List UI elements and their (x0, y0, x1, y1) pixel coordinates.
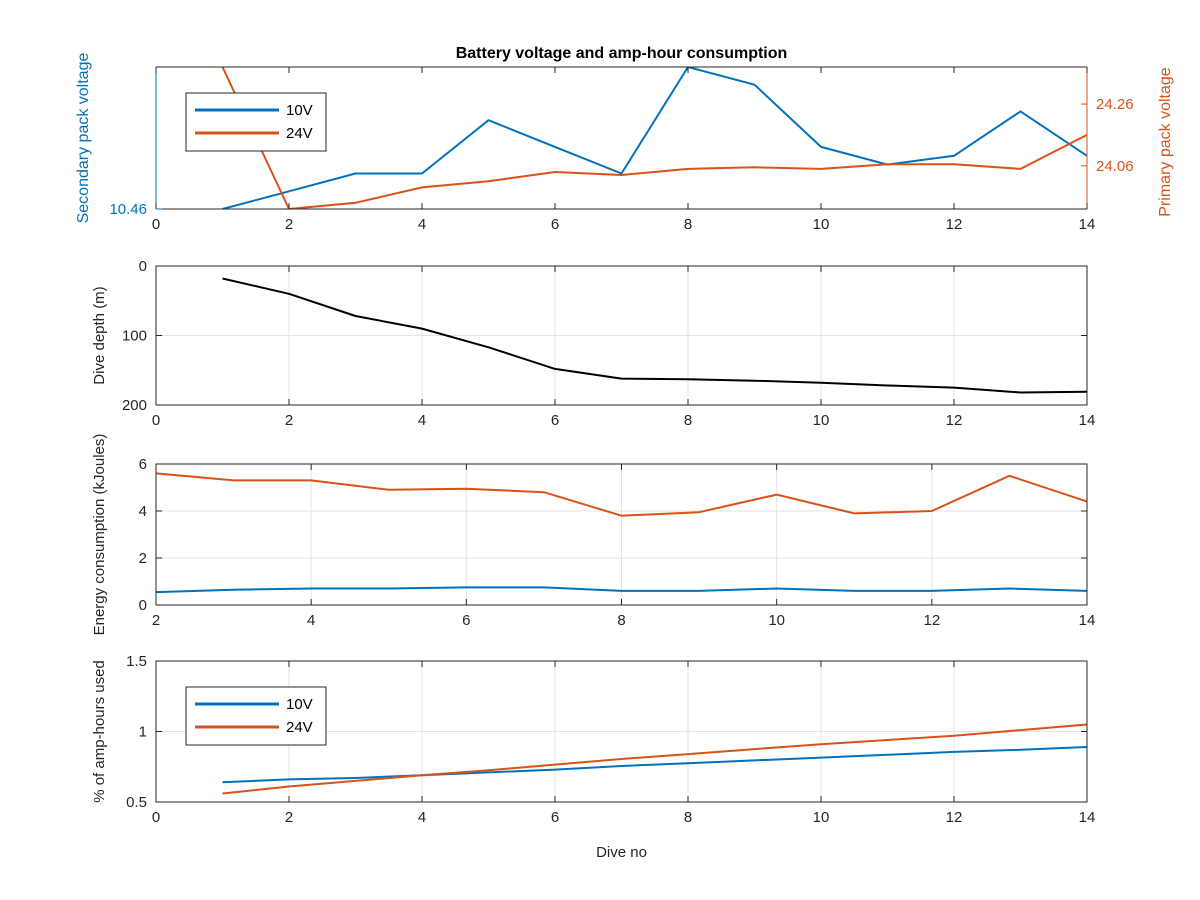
x-tick-label: 6 (551, 216, 559, 233)
x-tick-label: 8 (684, 412, 692, 429)
x-tick-label: 14 (1079, 809, 1096, 826)
x-tick-label: 14 (1079, 412, 1096, 429)
y-right-tick-label: 24.06 (1096, 158, 1134, 175)
x-tick-label: 12 (946, 809, 963, 826)
series-group (156, 472, 1087, 594)
y-tick-label: 2 (139, 550, 147, 567)
x-tick-label: 2 (285, 216, 293, 233)
x-tick-label: 8 (617, 612, 625, 629)
x-tick-label: 8 (684, 809, 692, 826)
legend-entry-10v: 10V (286, 102, 313, 119)
series-group (222, 277, 1087, 394)
series-group (222, 723, 1087, 795)
x-tick-label: 14 (1079, 612, 1096, 629)
y-tick-label: 200 (122, 397, 147, 414)
y-tick-label: 0.5 (126, 794, 147, 811)
x-axis-label: Dive no (596, 844, 647, 861)
series-line-24v (222, 723, 1087, 795)
series-line-1 (156, 472, 1087, 517)
x-tick-label: 12 (946, 412, 963, 429)
y-tick-label: 6 (139, 456, 147, 473)
legend-box (185, 92, 327, 152)
y-axis-label: Dive depth (m) (91, 286, 108, 384)
series-line-10v (222, 746, 1087, 784)
y-tick-label: 10.46 (109, 201, 147, 218)
series-group (221, 67, 1087, 209)
x-tick-label: 12 (923, 612, 940, 629)
panel-4: 0 2 4 6 8 10 12 14 0.5 1 1.5 % of amp-hours used Div… (91, 653, 1095, 861)
x-tick-label: 4 (418, 412, 426, 429)
legend-box (185, 686, 327, 746)
x-tick-label: 6 (462, 612, 470, 629)
x-tick-label: 4 (418, 809, 426, 826)
panel-2: 0 2 4 6 8 10 12 14 0 100 200 Dive depth (m) (91, 258, 1095, 429)
x-tick-label: 0 (152, 216, 160, 233)
y-tick-label: 1.5 (126, 653, 147, 670)
x-tick-label: 10 (813, 809, 830, 826)
y-right-axis-label: Primary pack voltage (1157, 67, 1174, 216)
x-tick-label: 10 (813, 216, 830, 233)
x-tick-label: 8 (684, 216, 692, 233)
x-tick-label: 0 (152, 412, 160, 429)
x-tick-label: 10 (813, 412, 830, 429)
series-line-24v (221, 67, 1087, 209)
x-tick-label: 6 (551, 412, 559, 429)
y-axis-label: Energy consumption (kJoules) (91, 434, 108, 636)
series-line-10v (222, 67, 1087, 209)
y-tick-label: 1 (139, 724, 147, 741)
legend-entry-10v: 10V (286, 696, 313, 713)
x-tick-label: 2 (285, 412, 293, 429)
series-line-2 (156, 586, 1087, 594)
x-tick-label: 2 (152, 612, 160, 629)
x-tick-label: 14 (1079, 216, 1096, 233)
x-tick-label: 2 (285, 809, 293, 826)
y-tick-label: 0 (139, 258, 147, 275)
x-tick-label: 4 (307, 612, 315, 629)
y-right-tick-label: 24.26 (1096, 96, 1134, 113)
y-tick-label: 100 (122, 328, 147, 345)
y-tick-label: 0 (139, 597, 147, 614)
panel-1: 0 2 4 6 8 10 12 14 10.46 24.06 24.26 Secondary pack… (75, 45, 1174, 233)
legend-entry-24v: 24V (286, 125, 313, 142)
y-tick-label: 4 (139, 503, 147, 520)
chart-title: Battery voltage and amp-hour consumption (456, 45, 788, 62)
y-axis-label: Secondary pack voltage (75, 53, 92, 224)
legend-entry-24v: 24V (286, 719, 313, 736)
x-tick-label: 0 (152, 809, 160, 826)
x-tick-label: 6 (551, 809, 559, 826)
x-tick-label: 10 (768, 612, 785, 629)
x-tick-label: 12 (946, 216, 963, 233)
y-axis-label: % of amp-hours used (91, 660, 108, 803)
series-line-1 (222, 277, 1087, 394)
x-tick-label: 4 (418, 216, 426, 233)
